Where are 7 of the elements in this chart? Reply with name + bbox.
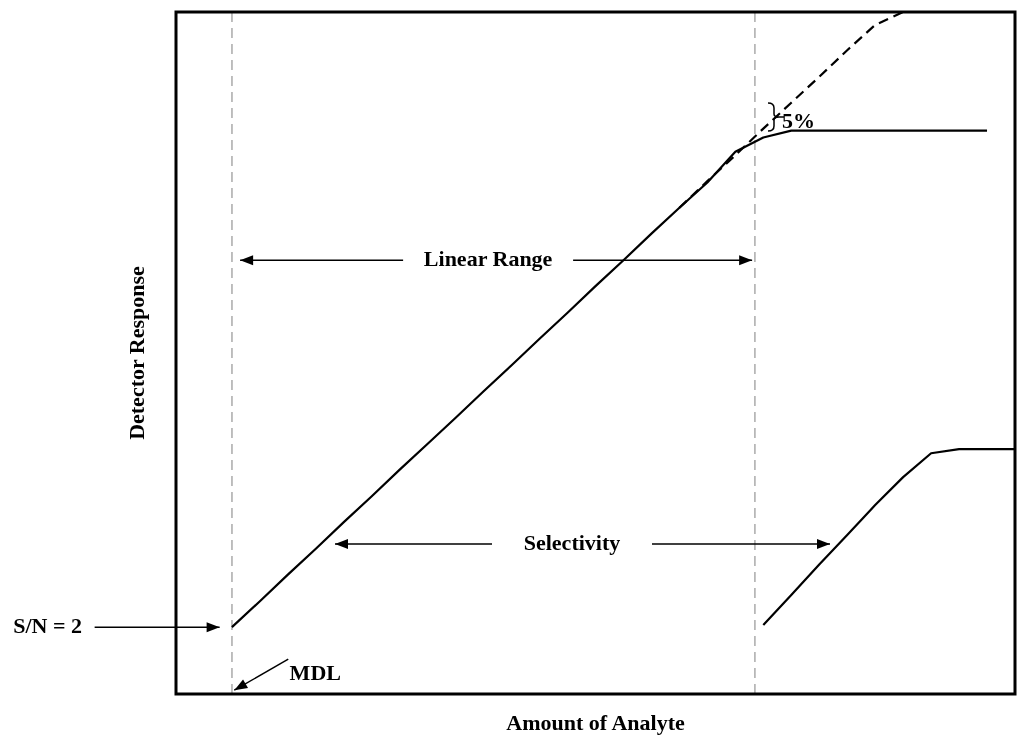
annotation: Linear Range [423,245,553,271]
annotation: MDL [289,659,341,685]
y-axis-title: Detector Response [123,265,149,440]
text: S/N = 2 [13,612,83,638]
annotation: Selectivity [523,529,621,555]
annotation: 5% [782,108,816,134]
x-axis-title: Amount of Analyte [506,709,685,735]
